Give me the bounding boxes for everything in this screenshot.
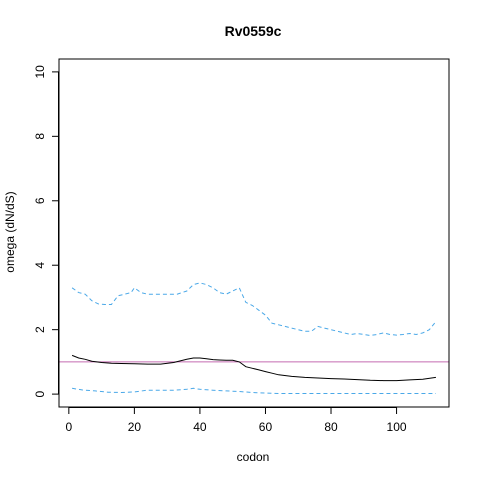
x-tick-label: 20 xyxy=(128,420,142,434)
x-tick-label: 60 xyxy=(259,420,273,434)
y-tick-label: 6 xyxy=(33,197,47,204)
plot-area xyxy=(59,282,449,394)
plot-frame xyxy=(58,58,450,408)
x-tick-label: 80 xyxy=(324,420,338,434)
series-line-lower xyxy=(72,387,436,394)
y-tick-label: 0 xyxy=(33,390,47,397)
y-tick-label: 2 xyxy=(33,326,47,333)
x-tick-label: 0 xyxy=(65,420,72,434)
x-tick-label: 100 xyxy=(387,420,407,434)
series-line-estimate xyxy=(71,354,436,382)
x-axis: 0 20 40 60 80 100 xyxy=(65,407,407,434)
y-axis-label: omega (dN/dS) xyxy=(3,191,17,272)
y-tick-label: 8 xyxy=(33,133,47,140)
y-tick-label: 10 xyxy=(33,65,47,79)
x-tick-label: 40 xyxy=(193,420,207,434)
chart-title: Rv0559c xyxy=(225,23,282,39)
y-axis: 0 2 4 6 8 10 xyxy=(33,65,59,397)
y-tick-label: 4 xyxy=(33,262,47,269)
series-line-upper xyxy=(71,282,437,337)
x-axis-label: codon xyxy=(237,450,270,464)
